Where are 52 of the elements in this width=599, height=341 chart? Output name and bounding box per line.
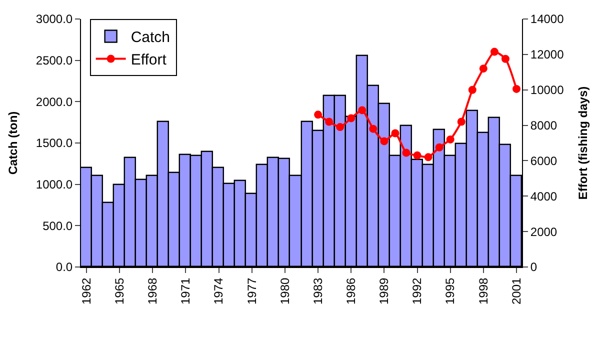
- y-tick-label: 2500.0: [36, 54, 73, 68]
- point: [402, 148, 410, 157]
- y2-tick-label: 0: [530, 260, 538, 274]
- point: [435, 143, 444, 152]
- y-tick-label: 500.0: [42, 218, 73, 233]
- point: [336, 123, 344, 132]
- point: [314, 110, 322, 119]
- y-axis-title: Catch (ton): [6, 111, 20, 175]
- point: [347, 114, 356, 122]
- point: [369, 124, 378, 133]
- y2-tick-label: 4000: [530, 189, 558, 204]
- point: [380, 137, 388, 146]
- y-tick-label: 0.0: [56, 260, 73, 274]
- x-tick-label: 1995: [443, 277, 458, 305]
- x-tick-label: 1974: [212, 277, 226, 305]
- point: [501, 54, 510, 63]
- legend-label: Catch: [130, 29, 170, 46]
- x-tick-label: 1989: [377, 277, 392, 305]
- y2-tick-label: 12000: [530, 48, 564, 62]
- y2-tick-label: 8000: [530, 118, 558, 132]
- x-tick-label: 1998: [476, 277, 490, 305]
- point: [446, 135, 454, 144]
- point: [391, 129, 400, 138]
- x-tick-label: 1965: [112, 277, 126, 305]
- y2-tick-label: 14000: [530, 12, 564, 26]
- y2-tick-label: 2000: [530, 224, 558, 239]
- point: [468, 86, 476, 94]
- point: [424, 153, 432, 162]
- point: [358, 106, 366, 114]
- y2-tick-label: 10000: [530, 83, 564, 98]
- x-tick-label: 1992: [410, 277, 424, 305]
- point: [413, 151, 422, 160]
- y-tick-label: 1000.0: [36, 178, 73, 192]
- y-tick-label: 1500.0: [36, 136, 73, 150]
- point: [457, 118, 466, 126]
- legend-label: Effort: [130, 52, 168, 69]
- x-tick-label: 1980: [278, 277, 292, 305]
- x-tick-label: 1977: [244, 277, 259, 305]
- x-tick-label: 1986: [344, 277, 358, 305]
- y-tick-label: 3000.0: [36, 12, 73, 26]
- point: [512, 84, 520, 93]
- x-tick-label: 2001: [509, 277, 524, 305]
- x-tick-label: 1968: [146, 277, 160, 305]
- x-tick-label: 1962: [79, 277, 94, 305]
- y-tick-label: 2000.0: [36, 94, 73, 109]
- point: [479, 64, 488, 73]
- point: [325, 118, 334, 126]
- y2-tick-label: 6000: [530, 154, 558, 168]
- point: [490, 48, 498, 56]
- x-tick-label: 1983: [310, 277, 325, 305]
- x-tick-label: 1971: [178, 277, 193, 305]
- y2-axis-title: Effort (fishing days): [576, 86, 590, 200]
